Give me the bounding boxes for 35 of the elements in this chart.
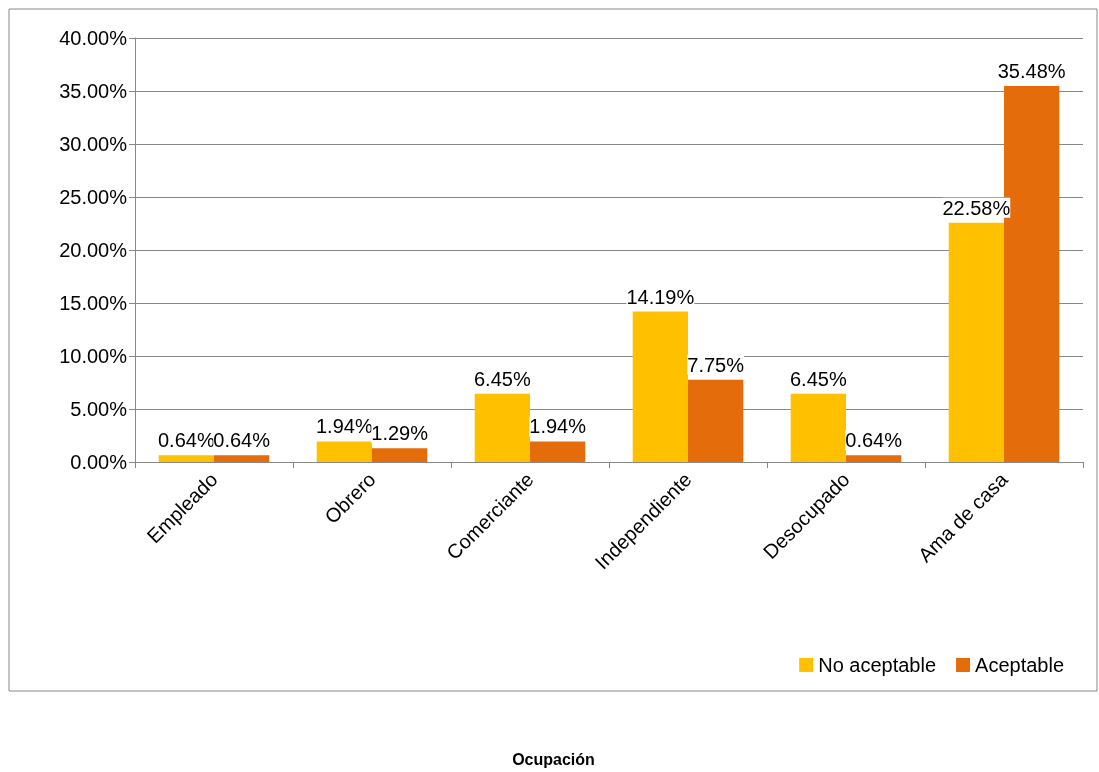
data-label: 1.94% bbox=[315, 415, 373, 438]
y-tick-label: 15.00% bbox=[59, 292, 128, 314]
bar bbox=[948, 222, 1004, 462]
bar bbox=[790, 393, 846, 462]
bar bbox=[372, 448, 428, 462]
y-tick-label: 0.00% bbox=[70, 451, 128, 473]
bar bbox=[158, 455, 214, 462]
data-label: 0.64% bbox=[845, 429, 903, 452]
bar bbox=[688, 379, 744, 462]
data-label: 0.64% bbox=[213, 429, 271, 452]
y-tick-label: 40.00% bbox=[59, 27, 128, 49]
bar bbox=[316, 441, 372, 462]
y-tick-label: 25.00% bbox=[59, 186, 128, 208]
data-label: 6.45% bbox=[473, 367, 531, 390]
data-label: 14.19% bbox=[626, 285, 695, 308]
bar bbox=[530, 441, 586, 462]
bar bbox=[846, 455, 902, 462]
y-tick-label: 5.00% bbox=[70, 398, 128, 420]
y-tick-label: 35.00% bbox=[59, 80, 128, 102]
bar bbox=[632, 311, 688, 462]
bar bbox=[474, 393, 530, 462]
y-tick-label: 10.00% bbox=[59, 345, 128, 367]
data-label: 1.29% bbox=[371, 422, 429, 445]
bar bbox=[214, 455, 270, 462]
data-label: 0.64% bbox=[157, 429, 215, 452]
data-label: 7.75% bbox=[687, 353, 745, 376]
data-label: 1.94% bbox=[529, 415, 587, 438]
legend-label: No aceptable bbox=[818, 654, 937, 676]
data-label: 6.45% bbox=[789, 367, 847, 390]
data-label: 22.58% bbox=[942, 196, 1011, 219]
legend-label: Aceptable bbox=[975, 654, 1065, 676]
text: Ocupación bbox=[512, 750, 595, 768]
data-label: 35.48% bbox=[997, 59, 1066, 82]
y-tick-label: 30.00% bbox=[59, 133, 128, 155]
y-tick-label: 20.00% bbox=[59, 239, 128, 261]
